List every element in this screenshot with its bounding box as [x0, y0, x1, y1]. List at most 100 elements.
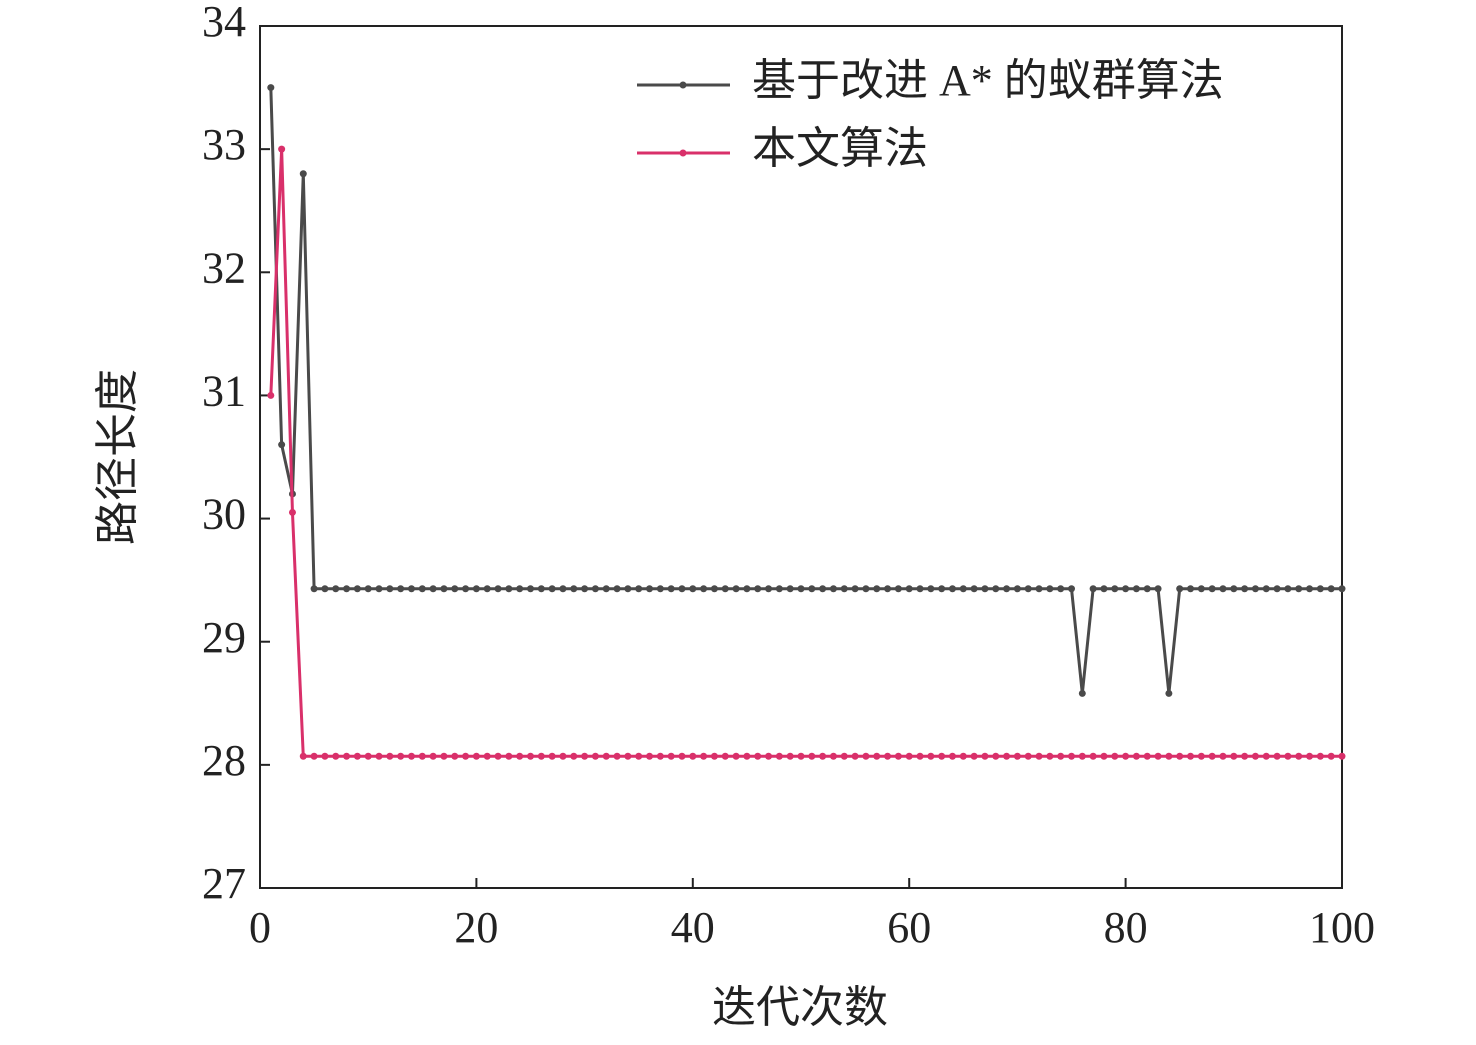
point-marker [591, 752, 599, 760]
point-marker [1078, 689, 1086, 697]
point-marker [656, 585, 664, 593]
point-marker [1100, 585, 1108, 593]
x-tick-label: 100 [1309, 903, 1375, 952]
point-marker [981, 585, 989, 593]
point-marker [581, 752, 589, 760]
point-marker [375, 585, 383, 593]
point-marker [948, 585, 956, 593]
point-marker [1284, 752, 1292, 760]
point-marker [786, 752, 794, 760]
point-marker [656, 752, 664, 760]
point-marker [343, 585, 351, 593]
point-marker [678, 752, 686, 760]
point-marker [364, 585, 372, 593]
point-marker [451, 585, 459, 593]
point-marker [851, 752, 859, 760]
point-marker [537, 585, 545, 593]
point-marker [1187, 585, 1195, 593]
x-tick-label: 60 [887, 903, 931, 952]
point-marker [1057, 585, 1065, 593]
point-marker [884, 585, 892, 593]
point-marker [548, 752, 556, 760]
y-tick-label: 29 [202, 613, 246, 662]
point-marker [1316, 585, 1324, 593]
x-tick-label: 0 [249, 903, 271, 952]
y-axis-label: 路径长度 [93, 369, 142, 545]
point-marker [570, 752, 578, 760]
legend-marker [679, 81, 687, 89]
point-marker [353, 752, 361, 760]
point-marker [1111, 752, 1119, 760]
y-tick-label: 31 [202, 367, 246, 416]
point-marker [948, 752, 956, 760]
point-marker [1122, 752, 1130, 760]
point-marker [310, 585, 318, 593]
point-marker [851, 585, 859, 593]
point-marker [1316, 752, 1324, 760]
point-marker [451, 752, 459, 760]
point-marker [278, 145, 286, 153]
point-marker [1154, 585, 1162, 593]
point-marker [386, 585, 394, 593]
point-marker [1230, 752, 1238, 760]
point-marker [797, 585, 805, 593]
point-marker [1057, 752, 1065, 760]
point-marker [353, 585, 361, 593]
point-marker [505, 752, 513, 760]
point-marker [959, 752, 967, 760]
point-marker [797, 752, 805, 760]
point-marker [299, 170, 307, 178]
point-marker [765, 752, 773, 760]
point-marker [1295, 752, 1303, 760]
x-tick-label: 20 [454, 903, 498, 952]
point-marker [894, 585, 902, 593]
point-marker [808, 752, 816, 760]
point-marker [894, 752, 902, 760]
point-marker [1024, 585, 1032, 593]
point-marker [775, 585, 783, 593]
point-marker [397, 752, 405, 760]
point-marker [440, 752, 448, 760]
point-marker [938, 752, 946, 760]
point-marker [527, 752, 534, 760]
point-marker [667, 585, 675, 593]
point-marker [624, 585, 632, 593]
point-marker [591, 585, 599, 593]
y-tick-label: 34 [202, 0, 246, 46]
point-marker [721, 752, 729, 760]
point-marker [494, 585, 502, 593]
point-marker [613, 752, 621, 760]
point-marker [635, 752, 643, 760]
point-marker [288, 508, 296, 516]
point-marker [1197, 752, 1205, 760]
point-marker [332, 585, 340, 593]
point-marker [494, 752, 502, 760]
point-marker [1262, 585, 1270, 593]
y-tick-label: 27 [202, 859, 246, 908]
point-marker [1230, 585, 1238, 593]
point-marker [527, 585, 534, 593]
point-marker [927, 752, 935, 760]
point-marker [1089, 585, 1097, 593]
point-marker [646, 752, 654, 760]
point-marker [840, 752, 848, 760]
point-marker [829, 585, 837, 593]
point-marker [1046, 752, 1054, 760]
point-marker [397, 585, 405, 593]
point-marker [278, 441, 286, 449]
point-marker [1219, 752, 1227, 760]
plot-frame [259, 25, 1343, 889]
point-marker [613, 585, 621, 593]
point-marker [602, 752, 610, 760]
point-marker [884, 752, 892, 760]
point-marker [1327, 752, 1335, 760]
point-marker [1273, 585, 1281, 593]
point-marker [635, 585, 643, 593]
point-marker [732, 752, 740, 760]
point-marker [1241, 752, 1249, 760]
point-marker [1154, 752, 1162, 760]
point-marker [516, 585, 524, 593]
point-marker [1295, 585, 1303, 593]
point-marker [1306, 752, 1314, 760]
x-tick-label: 40 [671, 903, 715, 952]
